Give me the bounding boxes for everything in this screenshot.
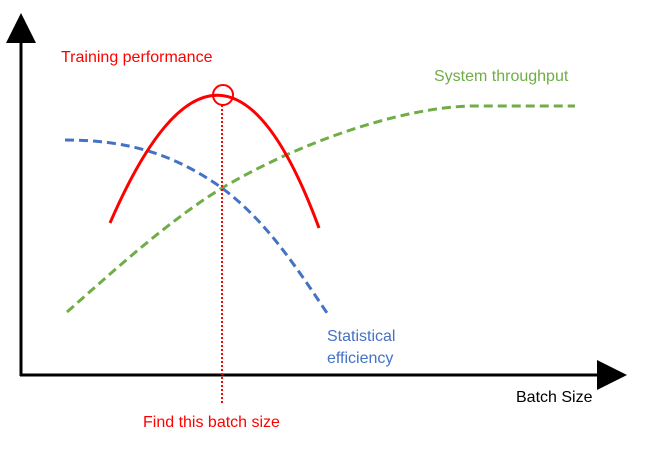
system-throughput-curve [66, 104, 575, 314]
system-throughput-label: System throughput [434, 68, 569, 85]
x-axis-label: Batch Size [516, 389, 593, 406]
statistical-efficiency-label-line1: Statistical [327, 328, 396, 345]
statistical-efficiency-label-line2: efficiency [327, 350, 394, 367]
training-performance-curve [108, 93, 321, 229]
training-performance-label: Training performance [61, 49, 213, 66]
find-batch-size-label: Find this batch size [143, 414, 280, 431]
statistical-efficiency-curve [64, 138, 329, 314]
